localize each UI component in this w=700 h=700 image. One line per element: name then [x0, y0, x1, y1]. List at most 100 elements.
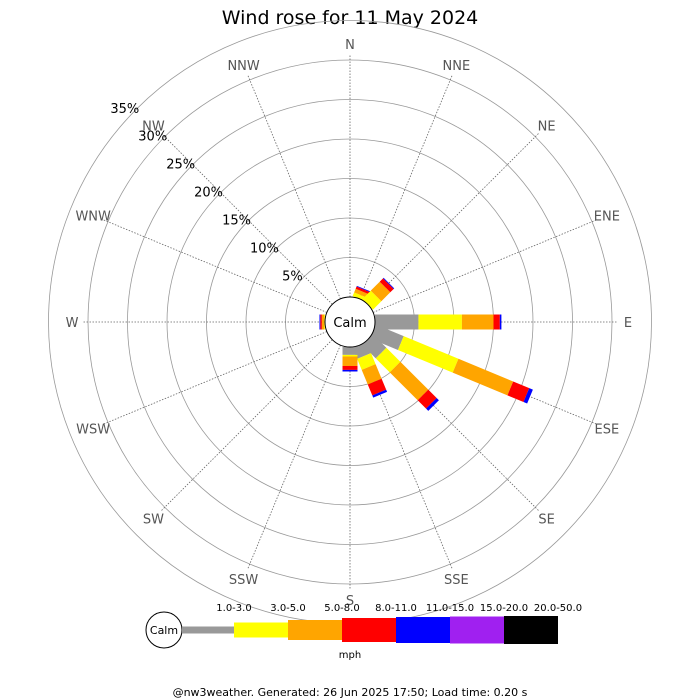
bar-segment: [372, 389, 388, 398]
bar-segment: [379, 278, 394, 293]
legend-label-2: 3.0-5.0: [270, 603, 305, 614]
direction-label-w: W: [66, 316, 79, 331]
direction-label-nw: NW: [142, 119, 165, 134]
bar-sse-bin-4: [367, 378, 387, 396]
bar-e-bin-5: [499, 314, 502, 330]
bar-ne-bin-3: [370, 281, 391, 302]
ring-label-15: 15%: [222, 214, 251, 229]
spoke-wsw: [102, 331, 328, 425]
bar-e-bin-4: [493, 314, 500, 330]
legend-swatch-7: [504, 616, 558, 644]
bar-segment: [357, 353, 376, 370]
ring-label-5: 5%: [282, 269, 303, 284]
chart-title: Wind rose for 11 May 2024: [222, 7, 479, 29]
direction-label-sw: SW: [143, 513, 164, 528]
spoke-nne: [359, 74, 453, 300]
legend-label-4: 8.0-11.0: [375, 603, 417, 614]
bar-se-bin-1: [362, 334, 387, 359]
bar-segment: [367, 378, 387, 396]
bar-w-bin-5: [319, 314, 321, 330]
bar-s-bin-5: [342, 369, 358, 372]
bar-nne-bin-4: [355, 286, 371, 295]
legend-swatch-3: [288, 620, 342, 640]
legend-swatch-1: [182, 626, 234, 634]
bar-sse-bin-2: [357, 353, 376, 370]
bar-segment: [362, 290, 382, 310]
bar-segment: [493, 314, 500, 330]
bar-segment: [342, 347, 358, 355]
bar-ne-bin-5: [383, 277, 395, 289]
bar-segment: [342, 356, 358, 366]
direction-label-ese: ESE: [594, 422, 619, 437]
bar-segment: [499, 314, 502, 330]
ring-label-25: 25%: [166, 158, 195, 173]
calm-label: Calm: [333, 316, 366, 331]
direction-labels: N NNE NE ENE E ESE SE SSE S SSW SW WSW W WNW NW NNW: [66, 38, 633, 609]
direction-label-ssw: SSW: [229, 573, 259, 588]
legend-label-5: 11.0-15.0: [426, 603, 474, 614]
footer-text: @nw3weather. Generated: 26 Jun 2025 17:5…: [173, 686, 528, 699]
bar-ese-bin-2: [397, 336, 459, 373]
bar-segment: [507, 381, 530, 402]
bar-ne-bin-4: [379, 278, 394, 293]
bar-nne-bin-5: [356, 285, 371, 293]
bar-ese-bin-4: [507, 381, 530, 402]
direction-label-wsw: WSW: [76, 422, 110, 437]
bar-segment: [389, 361, 429, 401]
spoke-ne: [367, 132, 540, 305]
legend-calm-label: Calm: [150, 624, 178, 637]
bar-segment: [321, 314, 325, 330]
direction-label-s: S: [346, 594, 354, 609]
ring-label-20: 20%: [194, 186, 223, 201]
ring-label-35: 35%: [110, 102, 139, 117]
bar-segment: [355, 286, 371, 295]
ring-labels: 5%10% 15% 20% 25% 30% 35%: [110, 102, 302, 285]
bar-ese-bin-5: [523, 388, 533, 404]
bar-segment: [362, 334, 387, 359]
grid-ring-20: [166, 138, 534, 506]
bar-segment: [461, 314, 494, 330]
legend-label-6: 15.0-20.0: [480, 603, 528, 614]
legend-swatch-6: [450, 616, 504, 644]
spoke-ene: [372, 219, 598, 313]
bar-s-bin-2: [342, 354, 358, 357]
calm-circle: [324, 296, 376, 348]
legend-label-3: 5.0-8.0: [324, 603, 359, 614]
direction-label-n: N: [345, 38, 355, 53]
bar-segment: [375, 347, 401, 373]
bar-se-bin-4: [417, 389, 437, 409]
bar-se-bin-2: [375, 347, 401, 373]
bar-segment: [523, 388, 533, 404]
ring-label-30: 30%: [138, 130, 167, 145]
bar-w-bin-4: [320, 314, 322, 330]
bar-sse-bin-3: [361, 364, 382, 385]
direction-label-nnw: NNW: [227, 59, 259, 74]
bar-segment: [342, 365, 358, 370]
bar-sse-bin-5: [372, 389, 388, 398]
direction-label-sse: SSE: [444, 573, 469, 588]
bar-e-bin-3: [461, 314, 494, 330]
bar-segment: [356, 285, 371, 293]
bar-s-bin-3: [342, 356, 358, 366]
bar-se-bin-3: [389, 361, 429, 401]
bar-segment: [319, 314, 321, 330]
bar-segment: [383, 277, 395, 289]
bar-ese-bin-3: [452, 358, 514, 396]
ring-label-10: 10%: [250, 241, 279, 256]
spoke-nw: [160, 132, 333, 305]
bar-segment: [397, 336, 459, 373]
direction-label-ne: NE: [538, 119, 556, 134]
bar-s-bin-1: [342, 347, 358, 355]
bar-segment: [452, 358, 514, 396]
bar-w-bin-3: [321, 314, 325, 330]
bar-e-bin-2: [418, 314, 462, 330]
spoke-ssw: [247, 344, 341, 570]
bar-s-bin-4: [342, 365, 358, 370]
bar-segment: [370, 324, 404, 350]
bar-segment: [342, 369, 358, 372]
spoke-sw: [160, 339, 333, 512]
direction-label-nne: NNE: [443, 59, 471, 74]
spoke-wnw: [102, 219, 328, 313]
legend: Calm 1.0-3.0 3.0-5.0 5.0-8.0 8.0-11.0 11.0-15…: [145, 603, 582, 661]
bar-ne-bin-2: [362, 290, 382, 310]
